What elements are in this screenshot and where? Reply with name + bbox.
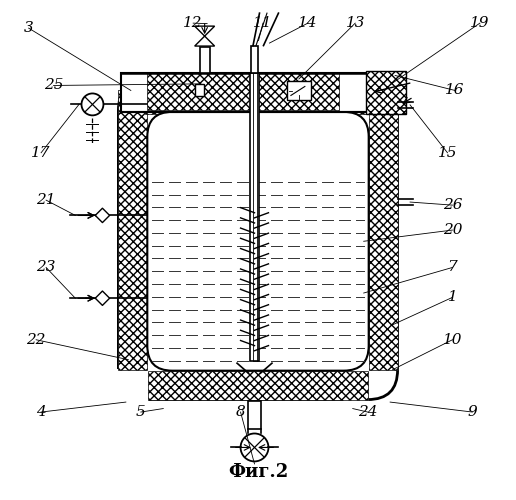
- Polygon shape: [195, 26, 215, 36]
- Bar: [145, 78, 371, 114]
- Text: 4: 4: [36, 405, 46, 419]
- Bar: [147, 73, 339, 110]
- FancyBboxPatch shape: [118, 80, 398, 400]
- Text: 10: 10: [443, 333, 462, 347]
- Wedge shape: [329, 370, 368, 408]
- Bar: [200, 47, 209, 73]
- Text: 16: 16: [445, 84, 465, 98]
- Circle shape: [240, 434, 268, 462]
- Polygon shape: [195, 36, 215, 46]
- Bar: [366, 70, 406, 115]
- Bar: [118, 90, 147, 370]
- Text: 7: 7: [447, 260, 457, 274]
- Text: 25: 25: [44, 78, 63, 92]
- Text: 23: 23: [36, 260, 56, 274]
- Text: 3: 3: [24, 21, 34, 35]
- Text: 24: 24: [358, 405, 377, 419]
- Text: 12: 12: [183, 16, 203, 30]
- Bar: [369, 90, 398, 370]
- Bar: [287, 82, 311, 100]
- Text: 8: 8: [236, 405, 246, 419]
- Bar: [148, 370, 368, 400]
- Bar: [248, 400, 261, 428]
- Text: 11: 11: [253, 16, 273, 30]
- Bar: [121, 73, 395, 112]
- Bar: [250, 73, 260, 360]
- Text: 15: 15: [438, 146, 457, 160]
- Bar: [195, 84, 204, 96]
- Text: 22: 22: [26, 333, 46, 347]
- Text: 5: 5: [136, 405, 146, 419]
- Circle shape: [82, 94, 103, 116]
- Text: 26: 26: [443, 198, 462, 212]
- FancyBboxPatch shape: [147, 112, 369, 370]
- Text: 9: 9: [467, 405, 477, 419]
- Text: 20: 20: [443, 223, 462, 237]
- Text: Фиг.2: Фиг.2: [228, 463, 288, 481]
- Text: 17: 17: [31, 146, 51, 160]
- Text: 1: 1: [447, 290, 457, 304]
- Wedge shape: [110, 370, 148, 408]
- Text: 13: 13: [346, 16, 365, 30]
- Bar: [251, 46, 259, 73]
- Text: 14: 14: [298, 16, 318, 30]
- Text: 19: 19: [470, 16, 490, 30]
- Text: 21: 21: [36, 193, 56, 207]
